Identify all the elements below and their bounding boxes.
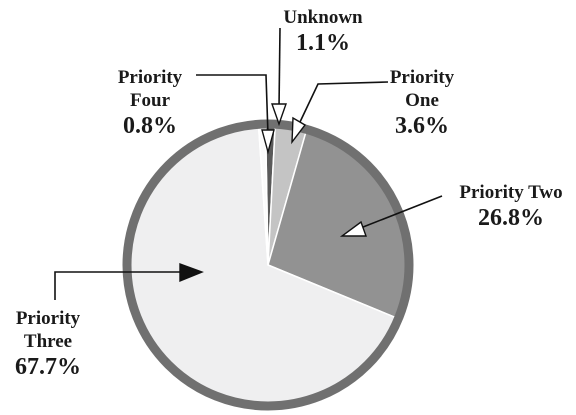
label-four: Priority Four 0.8% [105,66,195,140]
category-label: Priority Four [117,67,183,111]
value-label: 0.8% [123,113,177,139]
category-label: Unknown [283,7,363,28]
value-label: 67.7% [15,354,81,380]
leader-lines [54,27,443,300]
category-label: Priority Three [15,308,81,352]
arrow-heads [179,103,367,283]
label-two: Priority Two 26.8% [446,181,576,232]
value-label: 3.6% [395,113,449,139]
category-label: Priority One [389,67,455,111]
value-label: 1.1% [296,30,350,56]
label-three: Priority Three 67.7% [2,307,94,381]
label-one: Priority One 3.6% [377,66,467,140]
value-label: 26.8% [478,205,544,231]
label-unknown: Unknown 1.1% [263,6,383,57]
category-label: Priority Two [459,182,563,203]
